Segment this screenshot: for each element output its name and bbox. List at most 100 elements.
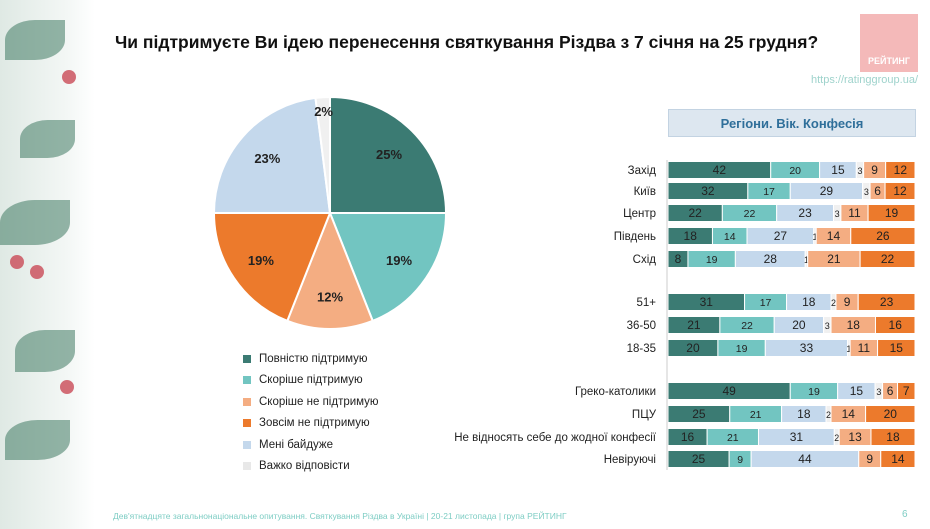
pie-slice	[329, 95, 448, 214]
row-label: 36-50	[627, 320, 656, 332]
legend-label: Скоріше не підтримую	[259, 395, 379, 408]
bar-value: 6	[887, 384, 894, 398]
bar-value: 23	[798, 206, 812, 220]
bar-value: 33	[800, 341, 814, 355]
row-label: Схід	[633, 254, 657, 266]
pie-label: 23%	[254, 151, 280, 166]
bar-value: 25	[692, 452, 706, 466]
bar-value: 21	[750, 409, 762, 421]
bar-segment	[884, 182, 916, 200]
bar-value: 1	[812, 232, 817, 242]
bar-value: 19	[885, 206, 899, 220]
bar-segment	[897, 382, 916, 400]
bar-value: 18	[797, 407, 811, 421]
legend-swatch	[243, 419, 251, 428]
bar-value: 21	[727, 432, 739, 444]
bar-value: 14	[827, 229, 841, 243]
bar-value: 11	[848, 206, 861, 220]
bar-value: 12	[894, 163, 908, 177]
bar-value: 13	[848, 430, 862, 444]
bar-value: 31	[700, 295, 714, 309]
legend-swatch	[243, 354, 251, 363]
bar-value: 49	[722, 384, 736, 398]
legend-swatch	[243, 440, 251, 449]
row-label: Захід	[628, 165, 657, 177]
bar-chart-title: Регіони. Вік. Конфесія	[668, 109, 916, 137]
pie-slice	[328, 212, 448, 323]
pie-slice	[212, 96, 332, 214]
bar-value: 14	[842, 407, 856, 421]
bar-segment	[867, 204, 916, 222]
bar-value: 9	[844, 295, 851, 309]
pie-slice	[212, 212, 332, 323]
footer: Дев'ятнадцяте загальнонаціональне опитув…	[113, 511, 567, 521]
bar-value: 16	[889, 318, 903, 332]
row-label: Південь	[614, 231, 656, 243]
bar-value: 21	[687, 318, 701, 332]
bar-value: 21	[827, 252, 841, 266]
bar-value: 12	[893, 184, 907, 198]
bar-value: 22	[688, 206, 702, 220]
bar-value: 6	[874, 184, 881, 198]
bar-value: 20	[792, 318, 806, 332]
bar-segment	[880, 450, 916, 468]
legend-item: Скоріше підтримую	[243, 370, 379, 392]
bar-value: 3	[825, 321, 830, 331]
row-label: 51+	[636, 297, 656, 309]
pie-legend: Повністю підтримую Скоріше підтримую Скорі…	[243, 348, 379, 477]
bar-segment	[850, 227, 916, 245]
bar-value: 22	[744, 208, 756, 220]
bar-value: 20	[884, 407, 898, 421]
legend-label: Зовсім не підтримую	[259, 417, 370, 430]
bar-value: 1	[804, 255, 809, 265]
bar-value: 9	[866, 452, 873, 466]
bar-segment	[870, 428, 916, 446]
bar-value: 16	[681, 430, 695, 444]
bar-value: 2	[826, 410, 831, 420]
row-label: Київ	[634, 186, 656, 198]
bar-value: 20	[789, 165, 801, 177]
page-number: 6	[902, 509, 908, 520]
legend-label: Важко відповісти	[259, 460, 350, 473]
bar-value: 15	[831, 163, 845, 177]
bar-value: 22	[741, 320, 753, 332]
bar-value: 14	[724, 231, 736, 243]
bar-value: 14	[891, 452, 905, 466]
bar-value: 17	[763, 186, 775, 198]
bar-segment	[885, 161, 916, 179]
bar-segment	[865, 405, 916, 423]
row-label: Греко-католики	[575, 386, 656, 398]
pie-label: 2%	[314, 104, 333, 119]
bar-value: 3	[835, 209, 840, 219]
row-label: Центр	[623, 208, 656, 220]
bar-value: 18	[886, 430, 900, 444]
bar-value: 28	[764, 252, 778, 266]
legend-swatch	[243, 462, 251, 471]
row-label: Невіруючі	[604, 454, 656, 466]
bar-value: 15	[890, 341, 904, 355]
legend-label: Мені байдуже	[259, 438, 334, 451]
bar-segment	[859, 250, 916, 268]
pie-slice	[285, 210, 375, 330]
legend-item: Скоріше не підтримую	[243, 391, 379, 413]
bar-segment	[877, 339, 916, 357]
row-label: ПЦУ	[632, 409, 657, 421]
legend-swatch	[243, 376, 251, 385]
bar-value: 19	[706, 254, 718, 266]
legend-item: Важко відповісти	[243, 456, 379, 478]
bar-value: 31	[790, 430, 804, 444]
logo: РЕЙТИНГ	[860, 14, 918, 72]
bar-value: 42	[713, 163, 727, 177]
pie-label: 25%	[376, 147, 402, 162]
bar-value: 26	[876, 229, 890, 243]
pie-label: 19%	[386, 253, 412, 268]
bar-value: 29	[820, 184, 834, 198]
bar-value: 2	[831, 298, 836, 308]
bar-value: 18	[802, 295, 816, 309]
bar-value: 3	[857, 166, 862, 176]
bar-value: 18	[684, 229, 698, 243]
bar-segment	[857, 293, 916, 311]
legend-label: Повністю підтримую	[259, 352, 368, 365]
